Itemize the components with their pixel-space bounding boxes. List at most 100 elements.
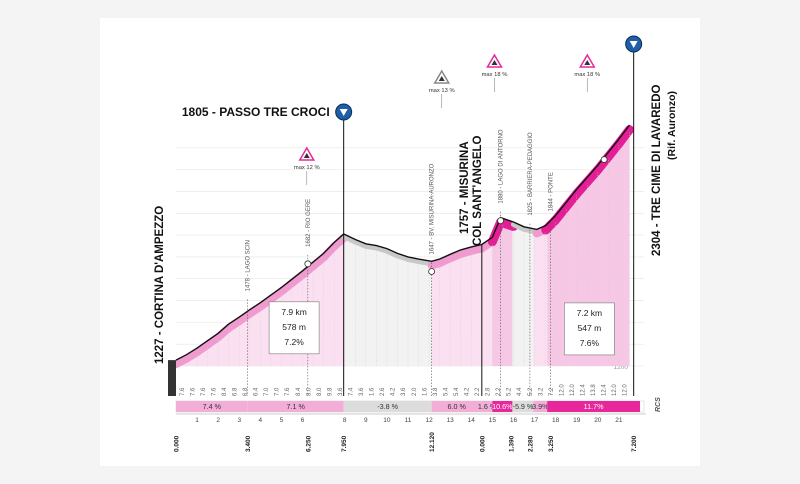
segment-gradient-label: 7.6 xyxy=(180,387,186,396)
waypoint-marker xyxy=(600,156,608,163)
gradient-segment xyxy=(533,401,548,412)
partial-distance-label: 7.200 xyxy=(631,435,638,452)
profile-segment xyxy=(431,244,482,366)
segment-gradient-label: 12.0 xyxy=(623,384,629,396)
segment-gradient-label: 7.6 xyxy=(190,387,196,396)
max-gradient-label: max 18 % xyxy=(574,72,600,78)
segment-gradient-label: 13.8 xyxy=(591,384,597,396)
segment-gradient-label: 1.6 xyxy=(370,387,376,396)
segment-gradient-label: 3.2 xyxy=(538,387,544,396)
waypoint-marker xyxy=(304,260,312,268)
profile-segment xyxy=(533,224,548,366)
segment-gradient-label: 7.6 xyxy=(211,387,217,396)
waypoint-label: 1647 - BV. MISURINA-AURONZO xyxy=(430,163,436,254)
segment-gradient-label: 6.4 xyxy=(254,387,260,396)
segment-gradient-label: 2.6 xyxy=(380,387,386,396)
climb-stats-line: 578 m xyxy=(282,322,306,332)
max-gradient-icon xyxy=(303,153,310,158)
location-label-start: 1227 - CORTINA D'AMPEZZO xyxy=(154,206,166,364)
segment-gradient-label: 2.2 xyxy=(496,387,502,396)
segment-gradient-label: 5.2 xyxy=(507,387,513,396)
location-label-rifugio: (Rif. Auronzo) xyxy=(666,91,678,160)
gradient-segment xyxy=(431,401,482,412)
location-label-misurina: 1757 - MISURINA xyxy=(459,141,471,234)
km-tick-label: 20 xyxy=(594,417,602,424)
km-tick-label: 8 xyxy=(343,417,347,424)
profile-outline xyxy=(175,124,631,361)
partial-distance-label: 0.000 xyxy=(479,435,486,452)
waypoint-marker xyxy=(497,217,504,225)
location-label-passo: 1805 - PASSO TRE CROCI xyxy=(182,105,330,119)
average-gradient-label: 7.1 % xyxy=(286,402,305,411)
km-axis: 1 2 3 4 5 6 8 9 10 11 12 13 14 15 16 17 18 19 20 210.000 3.4… xyxy=(174,413,646,452)
average-gradient-label: 3.9% xyxy=(532,402,549,411)
max-gradient-icon xyxy=(438,76,445,81)
km-tick-label: 10 xyxy=(383,417,391,424)
gradient-segment xyxy=(176,401,248,412)
waypoint-label: 1478 - LAGO SCIN xyxy=(246,240,252,291)
location-label-colsantangelo: COL SANT'ANGELO xyxy=(472,135,484,246)
segment-gradient-label: 7.0 xyxy=(264,387,270,396)
gradient-segment xyxy=(247,401,344,412)
average-gradient-label: 7.4 % xyxy=(203,402,222,411)
waypoint-label: 1682 - RIO GERE xyxy=(306,199,312,247)
segment-gradient-label: 8.4 xyxy=(296,387,302,396)
segment-gradient-label: 7.6 xyxy=(285,387,291,396)
segment-gradient-label: 3.6 xyxy=(401,387,407,396)
km-tick-label: 3 xyxy=(237,417,241,424)
max-gradient-label: max 13 % xyxy=(429,88,455,94)
waypoint-label: 1880 - LAGO DI ANTORNO xyxy=(499,129,505,204)
profile-area xyxy=(168,124,634,396)
segment-gradient-label: 7.2 xyxy=(549,387,555,396)
segment-gradient-label: 2.2 xyxy=(475,387,481,396)
segment-gradient-label: 4.4 xyxy=(517,387,523,396)
profile-segment xyxy=(512,221,534,366)
segment-gradient-label: 5.4 xyxy=(454,387,460,396)
climb-stats-line: 7.6% xyxy=(580,338,600,348)
average-gradient-label: -5.9 % xyxy=(513,402,534,411)
rcs-logo: RCS xyxy=(655,397,662,412)
km-tick-label: 14 xyxy=(468,417,476,424)
climb-stats-box xyxy=(564,302,615,356)
gradient-segment xyxy=(481,401,493,412)
segment-gradient-label: 8.0 xyxy=(306,387,312,396)
km-tick-label: 16 xyxy=(510,417,518,424)
segment-gradient-label: 1.6 xyxy=(422,387,428,396)
average-gradient-label: 11.7% xyxy=(584,402,604,411)
km-tick-label: 6 xyxy=(301,417,305,424)
segment-gradient-label: 6.8 xyxy=(243,387,249,396)
max-gradient-label: max 12 % xyxy=(294,165,320,171)
segment-gradient-label: 6.8 xyxy=(233,387,239,396)
segment-gradient-label: 4.2 xyxy=(465,387,471,396)
segment-gradient-label: 12.4 xyxy=(602,384,608,396)
segment-gradient-label: 3.8 xyxy=(433,387,439,396)
segment-gradient-label: 3.6 xyxy=(338,387,344,396)
waypoint-marker xyxy=(428,268,436,275)
partial-distance-label: 12.120 xyxy=(429,432,436,452)
finish-badge-icon-glyph xyxy=(629,41,638,48)
segment-gradient-label: 7.0 xyxy=(275,387,281,396)
location-label-finish: 2304 - TRE CIME DI LAVAREDO xyxy=(651,84,663,256)
profile-segment xyxy=(492,217,513,366)
gradient-segment xyxy=(512,401,534,412)
max-gradient-icon xyxy=(491,60,498,65)
start-block xyxy=(168,360,176,396)
profile-ribbon xyxy=(330,234,348,251)
segment-gradient-label: 3.6 xyxy=(359,387,365,396)
segment-gradient-label: 2.0 xyxy=(412,387,418,396)
km-tick-label: 19 xyxy=(573,417,581,424)
segment-gradient-label: 7.4 xyxy=(349,387,355,396)
climb-stats-line: 7.2% xyxy=(284,337,304,347)
segment-gradient-label: 12.0 xyxy=(559,384,565,396)
km-tick-label: 1 xyxy=(195,417,199,424)
km-tick-label: 13 xyxy=(447,417,455,424)
segment-gradient-label: 5.2 xyxy=(528,387,534,396)
segment-gradient-label: 8.4 xyxy=(222,387,228,396)
partial-distance-label: 6.250 xyxy=(305,435,312,452)
km-tick-label: 15 xyxy=(489,417,497,424)
average-gradient-label: -3.8 % xyxy=(377,402,398,411)
gradient-segment xyxy=(343,401,432,412)
waypoint-label: 1844 - PONTE xyxy=(548,172,554,211)
climb-stats-box xyxy=(268,301,320,355)
